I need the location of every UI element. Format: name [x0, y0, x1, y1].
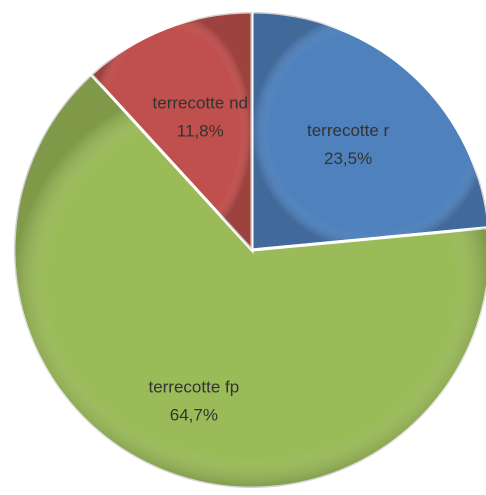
slice-label: terrecotte r: [307, 121, 390, 140]
slice-label: terrecotte nd: [153, 93, 248, 112]
slice-label: terrecotte fp: [148, 378, 239, 397]
slice-value-label: 64,7%: [170, 406, 218, 425]
slice-value-label: 23,5%: [324, 149, 372, 168]
slice-value-label: 11,8%: [177, 121, 224, 140]
